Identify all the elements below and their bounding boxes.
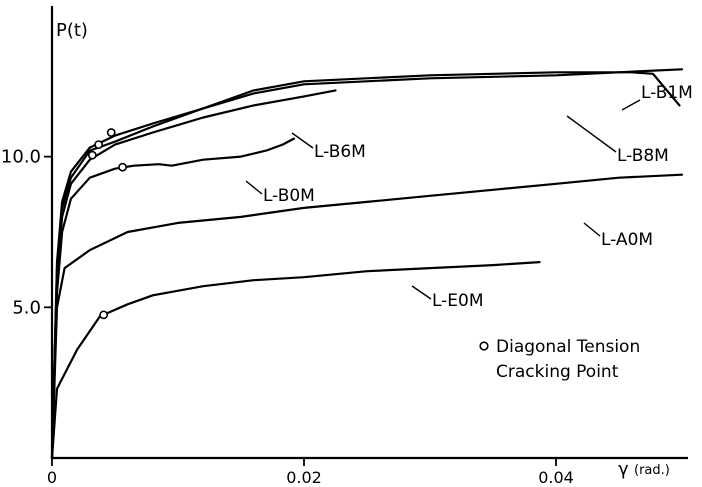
crack-point-marker: [94, 140, 104, 149]
series-label-l-b6m: L-B6M: [314, 142, 366, 162]
series-label-l-a0m: L-A0M: [601, 230, 653, 250]
x-axis-unit: (rad.): [634, 463, 670, 478]
x-tick-label: 0.02: [286, 468, 322, 487]
series-labels: L-B1M L-B8M L-B6M L-B0M L-A0M L-E0M: [263, 83, 693, 311]
series-line-l-b1m: [50, 68, 684, 460]
leader-line-l-b6m: [291, 132, 314, 149]
series-line-l-b6m: [50, 89, 337, 460]
y-tick-label: 5.0: [12, 297, 41, 318]
x-tick-label: 0.04: [538, 468, 574, 487]
leader-line-l-b0m: [245, 180, 263, 195]
x-tick-label: 0: [47, 468, 57, 487]
leader-line-l-b8m: [566, 115, 617, 153]
axes: P(t) 5.0 10.0 0 0.02 0.04 γ (rad.): [1, 6, 688, 487]
crack-point-marker: [87, 150, 97, 160]
series-lines: [50, 68, 684, 460]
label-leaders: [245, 99, 641, 300]
legend: Diagonal Tension Cracking Point: [479, 337, 640, 382]
series-line-l-b8m: [50, 71, 681, 460]
leader-line-l-a0m: [583, 222, 601, 237]
series-label-l-b1m: L-B1M: [641, 83, 693, 103]
crack-point-marker: [106, 128, 116, 137]
legend-crack-marker: [479, 341, 489, 351]
series-label-l-b8m: L-B8M: [617, 146, 669, 166]
leader-line-l-b1m: [621, 99, 641, 111]
leader-line-l-e0m: [411, 285, 432, 300]
x-axis-title: γ: [618, 459, 629, 480]
crack-point-marker: [118, 162, 127, 172]
legend-text-line1: Diagonal Tension: [496, 337, 640, 357]
legend-text-line2: Cracking Point: [496, 362, 619, 382]
y-axis-title: P(t): [56, 20, 88, 41]
series-label-l-e0m: L-E0M: [432, 291, 484, 311]
crack-point-marker: [99, 310, 109, 320]
series-label-l-b0m: L-B0M: [263, 186, 315, 206]
y-tick-label: 10.0: [1, 147, 41, 168]
crack-markers: [87, 128, 127, 320]
series-line-l-b0m: [50, 137, 295, 460]
series-line-l-e0m: [50, 261, 541, 460]
series-line-l-a0m: [50, 173, 684, 460]
